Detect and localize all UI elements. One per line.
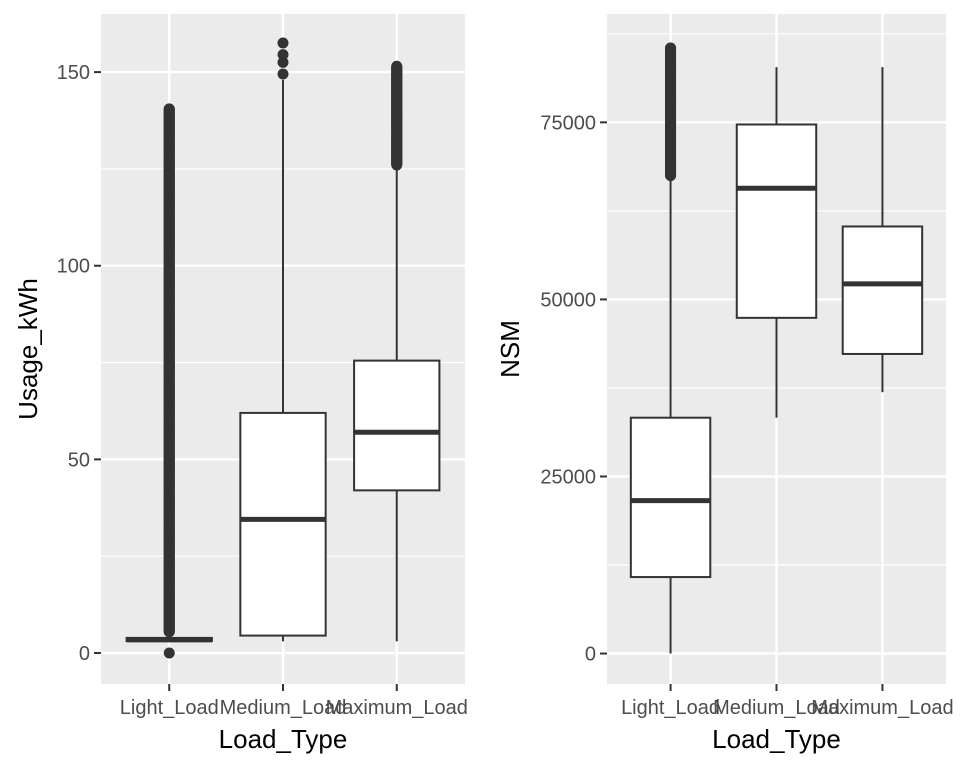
outlier-point — [163, 477, 175, 489]
y-tick-label: 100 — [57, 256, 90, 278]
outlier-point — [277, 68, 289, 80]
outlier-point — [163, 608, 175, 620]
outlier-point — [391, 60, 403, 72]
box-iqr — [735, 123, 818, 319]
outlier-point — [665, 138, 677, 150]
outlier-point — [163, 107, 175, 119]
x-tick-label: Medium_Load — [713, 697, 840, 719]
x-tick-label: Light_Load — [120, 697, 219, 719]
outlier-point — [163, 178, 175, 190]
outlier-point — [163, 593, 175, 605]
outlier-point — [391, 89, 403, 101]
outlier-point — [163, 291, 175, 303]
outlier-point — [665, 84, 677, 96]
box-maximum-load — [841, 67, 924, 393]
y-tick-label: 75000 — [540, 112, 596, 134]
x-tick-label: Maximum_Load — [326, 697, 468, 719]
outlier-point — [665, 127, 677, 139]
outlier-point — [391, 120, 403, 132]
y-tick-label: 150 — [57, 62, 90, 84]
outlier-point — [163, 430, 175, 442]
outlier-point — [665, 53, 677, 65]
outlier-point — [163, 198, 175, 210]
outlier-point — [277, 56, 289, 68]
plot-panel-2: 0 25000 50000 75000 Light_LoadMedium_LoadMax… — [495, 14, 954, 754]
y-tick-label: 50000 — [540, 289, 596, 311]
box-medium-load — [735, 67, 818, 418]
outlier-point — [277, 37, 289, 49]
outlier-point — [163, 144, 175, 156]
box-iqr — [629, 416, 712, 579]
outlier-point — [163, 314, 175, 326]
outlier-point — [163, 523, 175, 535]
outlier-point — [163, 384, 175, 396]
outlier-point — [665, 95, 677, 107]
outlier-point — [163, 626, 175, 638]
outlier-point — [665, 159, 677, 171]
y-tick-label: 25000 — [540, 466, 596, 488]
outlier-point — [665, 106, 677, 118]
outlier-point — [163, 337, 175, 349]
outlier-point — [163, 116, 175, 128]
x-axis-title: Load_Type — [712, 724, 841, 754]
outlier-point — [163, 360, 175, 372]
x-tick-label: Light_Load — [621, 697, 720, 719]
y-axis-title: NSM — [495, 320, 525, 378]
outlier-point — [163, 500, 175, 512]
outlier-point — [391, 97, 403, 109]
box-iqr — [841, 225, 924, 355]
outlier-point — [163, 407, 175, 419]
outlier-point — [163, 267, 175, 279]
outlier-point — [163, 128, 175, 140]
outlier-point — [163, 217, 175, 229]
plot-panel-1: 0 50 100 150 Light_Load Medium_LoadMaximum_Lo… — [13, 14, 468, 754]
outlier-point — [665, 148, 677, 160]
outlier-point — [391, 105, 403, 117]
x-tick-label: Medium_Load — [220, 697, 347, 719]
x-axis-title: Load_Type — [219, 724, 348, 754]
box-maximum-load — [353, 60, 441, 642]
outlier-point — [391, 68, 403, 80]
box-medium-load — [239, 37, 327, 642]
box-iqr — [353, 359, 441, 492]
y-tick-label: 0 — [79, 643, 90, 665]
outlier-point — [665, 42, 677, 54]
outlier-point — [163, 159, 175, 171]
y-tick-label: 50 — [68, 449, 90, 471]
outlier-point — [665, 74, 677, 86]
outlier-point — [391, 151, 403, 163]
outlier-point — [391, 82, 403, 94]
outlier-point — [665, 169, 677, 181]
outlier-point — [665, 116, 677, 128]
outlier-point — [163, 240, 175, 252]
y-axis-title: Usage_kWh — [13, 278, 43, 420]
outlier-point — [391, 144, 403, 156]
outlier-point — [163, 647, 175, 659]
x-tick-label: Maximum_Load — [811, 697, 953, 719]
box-iqr — [239, 411, 327, 637]
box-light-load — [125, 103, 213, 659]
box-light-load — [629, 42, 712, 654]
outlier-point — [163, 453, 175, 465]
y-tick-label: 0 — [585, 644, 596, 666]
outlier-point — [277, 49, 289, 61]
outlier-point — [391, 128, 403, 140]
outlier-point — [163, 546, 175, 558]
outlier-point — [665, 63, 677, 75]
outlier-point — [391, 113, 403, 125]
outlier-point — [391, 136, 403, 148]
outlier-point — [163, 570, 175, 582]
